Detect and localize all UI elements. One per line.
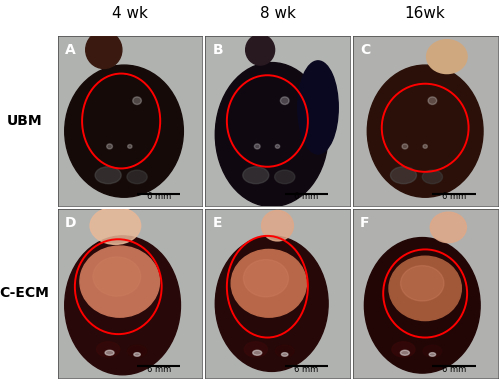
Ellipse shape xyxy=(231,249,306,317)
Text: 16wk: 16wk xyxy=(405,6,446,21)
Ellipse shape xyxy=(389,256,462,320)
Text: UBM: UBM xyxy=(6,114,42,128)
Text: B: B xyxy=(212,43,223,57)
Ellipse shape xyxy=(128,345,146,357)
Ellipse shape xyxy=(134,353,140,356)
Text: F: F xyxy=(360,215,370,230)
Ellipse shape xyxy=(402,144,408,149)
Ellipse shape xyxy=(127,170,147,184)
Ellipse shape xyxy=(423,144,428,148)
Text: 6 mm: 6 mm xyxy=(442,365,466,374)
Ellipse shape xyxy=(422,170,442,184)
Ellipse shape xyxy=(64,65,184,197)
Ellipse shape xyxy=(400,265,444,301)
Ellipse shape xyxy=(246,35,274,65)
Text: 6 mm: 6 mm xyxy=(442,193,466,201)
Ellipse shape xyxy=(86,31,122,68)
Ellipse shape xyxy=(429,353,436,356)
Ellipse shape xyxy=(280,97,289,105)
Text: E: E xyxy=(212,215,222,230)
Ellipse shape xyxy=(430,212,467,243)
Ellipse shape xyxy=(423,345,442,357)
Ellipse shape xyxy=(428,97,436,105)
Text: 8 wk: 8 wk xyxy=(260,6,296,21)
Ellipse shape xyxy=(216,236,328,371)
Ellipse shape xyxy=(105,350,114,355)
Ellipse shape xyxy=(274,170,295,184)
Text: D: D xyxy=(64,215,76,230)
Ellipse shape xyxy=(383,81,452,147)
Ellipse shape xyxy=(216,63,328,207)
Ellipse shape xyxy=(64,236,180,375)
Ellipse shape xyxy=(276,144,280,148)
Text: A: A xyxy=(64,43,76,57)
Ellipse shape xyxy=(90,207,140,244)
Text: 6 mm: 6 mm xyxy=(146,193,171,201)
Text: 4 wk: 4 wk xyxy=(112,6,148,21)
Ellipse shape xyxy=(392,342,415,357)
Text: 6 mm: 6 mm xyxy=(294,365,318,374)
Ellipse shape xyxy=(106,144,112,149)
Ellipse shape xyxy=(230,82,298,154)
Text: C: C xyxy=(360,43,370,57)
Ellipse shape xyxy=(368,65,483,197)
Ellipse shape xyxy=(426,40,467,74)
Ellipse shape xyxy=(128,144,132,148)
Ellipse shape xyxy=(276,345,294,357)
Ellipse shape xyxy=(93,257,140,296)
Text: 6 mm: 6 mm xyxy=(294,193,318,201)
Ellipse shape xyxy=(96,342,120,357)
Ellipse shape xyxy=(364,238,480,373)
Ellipse shape xyxy=(282,353,288,356)
Ellipse shape xyxy=(400,350,409,355)
Text: C-ECM: C-ECM xyxy=(0,286,49,301)
Ellipse shape xyxy=(243,167,269,184)
Ellipse shape xyxy=(298,61,339,154)
Ellipse shape xyxy=(95,167,121,184)
Ellipse shape xyxy=(244,260,288,297)
Ellipse shape xyxy=(254,144,260,149)
Ellipse shape xyxy=(262,210,294,241)
Text: 6 mm: 6 mm xyxy=(146,365,171,374)
Ellipse shape xyxy=(390,167,416,184)
Ellipse shape xyxy=(252,350,262,355)
Ellipse shape xyxy=(132,97,141,105)
Ellipse shape xyxy=(244,342,268,357)
Ellipse shape xyxy=(80,246,160,317)
Ellipse shape xyxy=(81,81,152,147)
